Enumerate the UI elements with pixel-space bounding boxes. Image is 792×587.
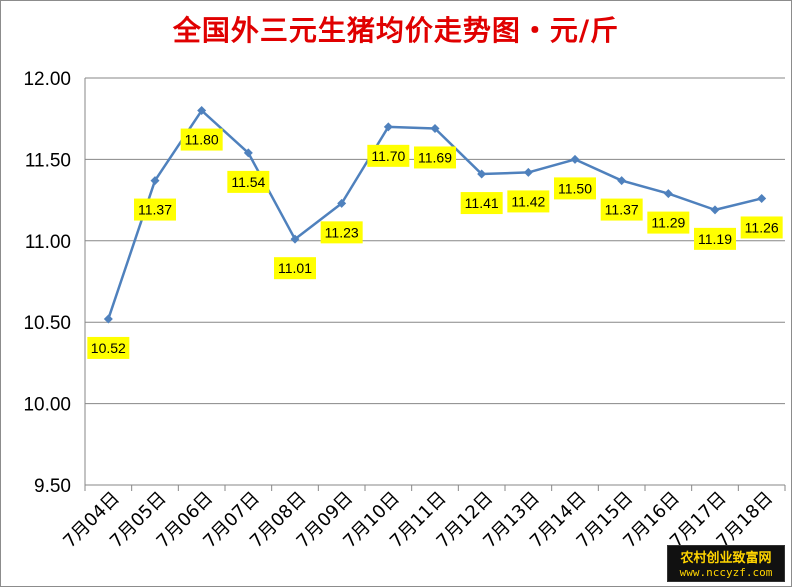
data-label-bg bbox=[647, 211, 690, 234]
data-point bbox=[197, 106, 207, 116]
data-label-bg bbox=[694, 227, 736, 250]
data-label: 11.41 bbox=[465, 195, 499, 211]
y-tick-label: 11.50 bbox=[25, 150, 71, 171]
data-label-bg bbox=[134, 198, 176, 221]
data-label-bg bbox=[274, 257, 316, 280]
data-label: 11.19 bbox=[698, 231, 732, 247]
data-point bbox=[570, 154, 580, 164]
y-tick-label: 11.00 bbox=[25, 232, 71, 253]
data-label: 11.37 bbox=[605, 202, 639, 218]
data-label: 11.29 bbox=[651, 215, 685, 231]
data-label: 11.70 bbox=[371, 148, 405, 164]
data-label: 11.50 bbox=[558, 180, 592, 196]
data-label-bg bbox=[180, 128, 223, 151]
data-point bbox=[710, 205, 720, 215]
data-point bbox=[383, 122, 393, 132]
data-point bbox=[430, 123, 440, 133]
data-point bbox=[617, 176, 627, 186]
watermark: 农村创业致富网 www.nccyzf.com bbox=[667, 545, 785, 582]
data-label-bg bbox=[320, 221, 363, 244]
data-point bbox=[150, 176, 160, 186]
data-point bbox=[337, 198, 347, 208]
data-label-bg bbox=[600, 198, 643, 221]
data-label: 11.69 bbox=[418, 149, 452, 165]
data-point bbox=[757, 193, 767, 203]
data-label-bg bbox=[414, 146, 456, 169]
data-label: 11.01 bbox=[278, 260, 312, 276]
data-point bbox=[103, 314, 113, 324]
data-label: 11.42 bbox=[511, 193, 545, 209]
data-label: 11.80 bbox=[185, 132, 219, 148]
data-label: 11.37 bbox=[138, 202, 172, 218]
y-tick-label: 10.50 bbox=[23, 313, 71, 334]
data-label: 11.54 bbox=[231, 174, 265, 190]
data-label-bg bbox=[740, 216, 783, 239]
data-label-bg bbox=[367, 144, 410, 167]
data-point bbox=[243, 148, 253, 158]
data-point bbox=[290, 234, 300, 244]
data-label-bg bbox=[460, 192, 503, 215]
data-label-bg bbox=[554, 177, 596, 200]
data-label-bg bbox=[227, 170, 270, 193]
data-label: 11.23 bbox=[325, 224, 359, 240]
data-point bbox=[663, 189, 673, 199]
data-label: 11.26 bbox=[745, 219, 779, 235]
chart-title: 全国外三元生猪均价走势图・元/斤 bbox=[172, 14, 620, 47]
y-tick-label: 10.00 bbox=[23, 395, 71, 416]
data-point bbox=[477, 169, 487, 179]
data-label-bg bbox=[507, 190, 550, 213]
data-label: 10.52 bbox=[91, 340, 126, 356]
data-point bbox=[523, 167, 533, 177]
y-tick-label: 9.50 bbox=[34, 476, 71, 497]
y-tick-label: 12.00 bbox=[23, 69, 71, 90]
watermark-site-name: 农村创业致富网 bbox=[680, 551, 772, 566]
watermark-url: www.nccyzf.com bbox=[679, 566, 773, 579]
data-label-bg bbox=[87, 336, 130, 359]
